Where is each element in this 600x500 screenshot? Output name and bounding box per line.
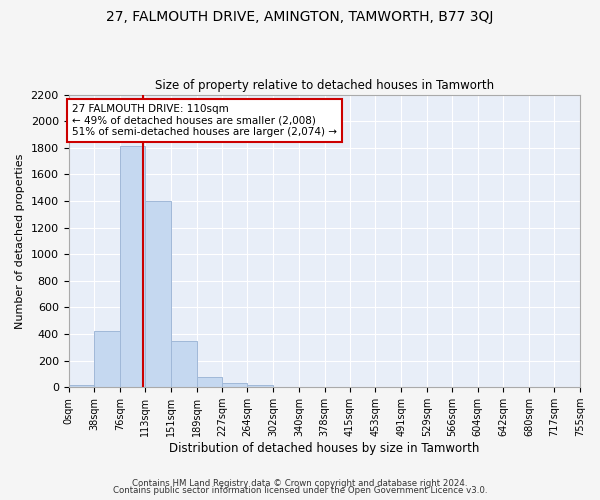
Text: 27, FALMOUTH DRIVE, AMINGTON, TAMWORTH, B77 3QJ: 27, FALMOUTH DRIVE, AMINGTON, TAMWORTH, … xyxy=(106,10,494,24)
Bar xyxy=(171,340,197,387)
Bar xyxy=(68,385,94,387)
Bar xyxy=(247,384,273,387)
Bar xyxy=(120,146,145,387)
Bar xyxy=(145,201,171,387)
Bar xyxy=(223,383,247,387)
Y-axis label: Number of detached properties: Number of detached properties xyxy=(15,153,25,328)
Bar xyxy=(94,332,120,387)
Title: Size of property relative to detached houses in Tamworth: Size of property relative to detached ho… xyxy=(155,79,494,92)
X-axis label: Distribution of detached houses by size in Tamworth: Distribution of detached houses by size … xyxy=(169,442,479,455)
Text: Contains HM Land Registry data © Crown copyright and database right 2024.: Contains HM Land Registry data © Crown c… xyxy=(132,478,468,488)
Text: 27 FALMOUTH DRIVE: 110sqm
← 49% of detached houses are smaller (2,008)
51% of se: 27 FALMOUTH DRIVE: 110sqm ← 49% of detac… xyxy=(72,104,337,137)
Bar xyxy=(197,376,223,387)
Text: Contains public sector information licensed under the Open Government Licence v3: Contains public sector information licen… xyxy=(113,486,487,495)
